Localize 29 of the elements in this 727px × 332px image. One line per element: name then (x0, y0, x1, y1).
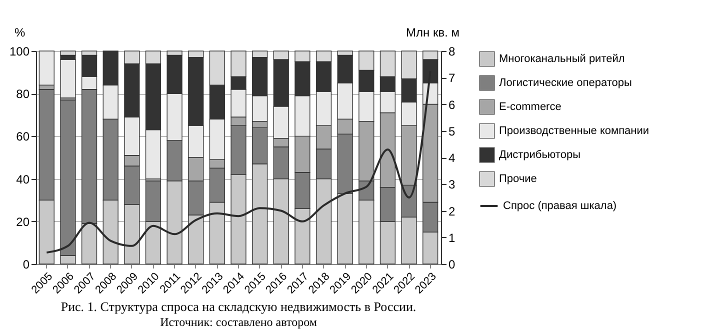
bar (60, 50, 76, 56)
y-tick-label: 100 (9, 44, 30, 58)
bar (60, 59, 76, 98)
y2-tick-label: 6 (448, 98, 456, 112)
y2-tick-label: 2 (448, 204, 456, 218)
y-tick-label: 80 (16, 87, 30, 102)
bar (38, 50, 54, 86)
legend-label: Дистрибьюторы (499, 149, 581, 161)
y2-tick-label: 1 (448, 230, 456, 245)
y-tick-label: 40 (16, 172, 30, 186)
legend-label: Прочие (499, 173, 537, 185)
y2-axis-title: Млн кв. м (406, 26, 460, 40)
legend-label: Производственные компании (499, 125, 650, 137)
y2-tick-label: 8 (448, 44, 456, 58)
legend-label: Логистические операторы (499, 77, 632, 89)
y-tick-label: 60 (16, 130, 30, 144)
y-axis-title: % (14, 26, 26, 40)
y-tick-label: 20 (16, 214, 30, 229)
text: Рис. 1. Структура спроса на складскую недвижимость в России. (60, 299, 416, 314)
y2-tick-label: 0 (448, 258, 456, 272)
legend-label: Многоканальный ритейл (499, 53, 625, 65)
y2-tick-label: 7 (448, 71, 456, 86)
y2-tick-label: 5 (448, 124, 456, 138)
legend-label: E-commerce (499, 101, 562, 113)
text: Источник: составлено автором (160, 315, 318, 330)
y2-tick-label: 3 (448, 178, 456, 192)
legend-label: Спрос (правая шкала) (503, 200, 617, 212)
y-tick-label: 0 (22, 258, 30, 272)
y2-tick-label: 4 (448, 151, 456, 165)
